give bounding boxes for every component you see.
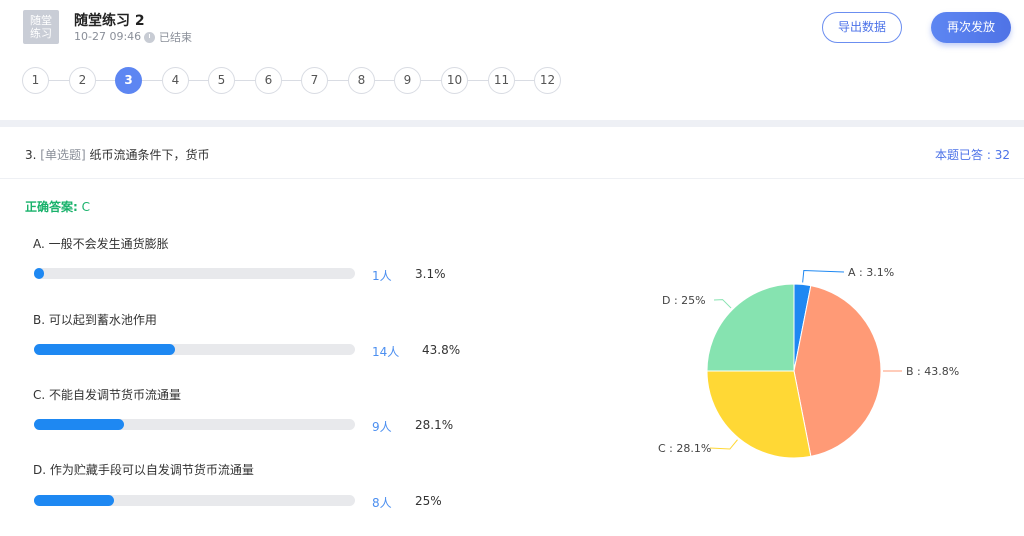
option-d-bar-fill (34, 495, 115, 506)
app-icon-line2: 练习 (30, 27, 52, 40)
question-header: 3. [单选题] 纸币流通条件下，货币 本题已答 : 32 (0, 127, 1024, 179)
option-d-label: D. 作为贮藏手段可以自发调节货币流通量 (33, 463, 254, 477)
app-icon-line1: 随堂 (30, 14, 52, 27)
navigator-connector-line (34, 80, 554, 81)
pie-slice-d[interactable] (706, 283, 795, 372)
correct-answer-label: 正确答案: (25, 200, 78, 214)
pie-label-d: D : 25% (662, 294, 706, 307)
pie-leader-line-a (802, 269, 845, 283)
question-nav-11[interactable]: 11 (488, 67, 515, 94)
option-b-label: B. 可以起到蓄水池作用 (33, 313, 157, 327)
question-nav-7[interactable]: 7 (301, 67, 328, 94)
question-nav-4[interactable]: 4 (162, 67, 189, 94)
option-d-percent: 25% (415, 494, 442, 508)
publish-time: 10-27 09:46 (74, 30, 142, 43)
option-b-count[interactable]: 14人 (372, 345, 400, 359)
pie-label-c: C : 28.1% (658, 442, 711, 455)
question-nav-2[interactable]: 2 (69, 67, 96, 94)
practice-app-icon: 随堂 练习 (23, 10, 59, 44)
correct-answer-value: C (81, 200, 91, 214)
option-a-label: A. 一般不会发生通货膨胀 (33, 237, 169, 251)
question-nav-6[interactable]: 6 (255, 67, 282, 94)
status-text: 已结束 (159, 31, 192, 44)
question-text: 纸币流通条件下，货币 (89, 148, 210, 162)
option-a-bar (34, 268, 355, 279)
correct-answer: 正确答案: C (25, 198, 90, 215)
option-c-count[interactable]: 9人 (372, 420, 392, 434)
option-b-percent: 43.8% (422, 343, 461, 357)
option-b-bar-fill (34, 344, 175, 355)
question-nav-8[interactable]: 8 (348, 67, 375, 94)
option-d-bar (34, 495, 355, 506)
pie-label-a: A : 3.1% (848, 266, 894, 279)
clock-icon (144, 31, 155, 43)
question-title: 3. [单选题] 纸币流通条件下，货币 (25, 146, 210, 163)
question-nav-5[interactable]: 5 (208, 67, 235, 94)
question-nav-12[interactable]: 12 (534, 67, 561, 94)
option-c-bar-fill (34, 419, 125, 430)
option-c-bar (34, 419, 355, 430)
question-nav-9[interactable]: 9 (394, 67, 421, 94)
option-c-label: C. 不能自发调节货币流通量 (33, 388, 182, 402)
question-nav-10[interactable]: 10 (441, 67, 468, 94)
question-type: [单选题] (40, 148, 86, 162)
status-indicator: 已结束 (144, 29, 192, 45)
option-c-percent: 28.1% (415, 418, 454, 432)
question-number: 3. (25, 148, 37, 162)
option-a-bar-fill (34, 268, 44, 279)
resend-button[interactable]: 再次发放 (931, 12, 1011, 43)
option-d-count[interactable]: 8人 (372, 496, 392, 510)
pie-leader-line-c (709, 439, 738, 450)
question-nav-3[interactable]: 3 (115, 67, 142, 94)
export-data-button[interactable]: 导出数据 (822, 12, 902, 43)
pie-slice-c[interactable] (706, 370, 812, 459)
option-a-percent: 3.1% (415, 267, 446, 281)
option-a-count[interactable]: 1人 (372, 269, 392, 283)
page-title: 随堂练习 2 (74, 13, 145, 29)
pie-label-b: B : 43.8% (906, 365, 959, 378)
answer-pie-chart: A : 3.1% B : 43.8% C : 28.1% D : 25% (658, 266, 959, 459)
answered-count: 本题已答 : 32 (935, 148, 1010, 162)
option-b-bar (34, 344, 355, 355)
pie-leader-line-d (713, 299, 732, 309)
pie-slice-b[interactable] (793, 285, 882, 457)
question-nav-1[interactable]: 1 (22, 67, 49, 94)
header-panel: 随堂 练习 随堂练习 2 10-27 09:46 已结束 导出数据 再次发放 1… (0, 0, 1024, 120)
